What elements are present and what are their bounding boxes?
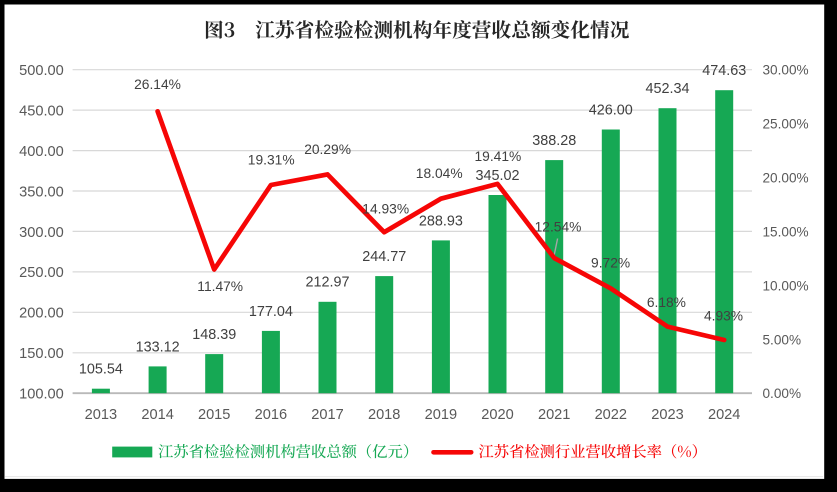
svg-text:0.00%: 0.00% xyxy=(763,386,802,401)
svg-text:426.00: 426.00 xyxy=(589,102,633,118)
svg-text:26.14%: 26.14% xyxy=(134,77,181,92)
svg-text:14.93%: 14.93% xyxy=(362,201,409,216)
svg-text:474.63: 474.63 xyxy=(702,63,746,79)
svg-text:2015: 2015 xyxy=(198,407,230,423)
svg-text:105.54: 105.54 xyxy=(79,362,123,378)
svg-text:18.04%: 18.04% xyxy=(416,166,463,181)
svg-text:500.00: 500.00 xyxy=(19,63,64,79)
svg-text:15.00%: 15.00% xyxy=(763,225,809,240)
svg-text:2013: 2013 xyxy=(85,407,117,423)
svg-text:148.39: 148.39 xyxy=(192,327,236,343)
svg-text:450.00: 450.00 xyxy=(19,103,64,119)
svg-text:2023: 2023 xyxy=(651,407,683,423)
svg-text:19.41%: 19.41% xyxy=(475,149,522,164)
svg-text:452.34: 452.34 xyxy=(645,81,689,97)
svg-text:2022: 2022 xyxy=(595,407,627,423)
svg-text:350.00: 350.00 xyxy=(19,184,64,200)
svg-text:250.00: 250.00 xyxy=(19,265,64,281)
svg-text:2019: 2019 xyxy=(425,407,457,423)
svg-text:20.29%: 20.29% xyxy=(304,142,351,157)
svg-text:25.00%: 25.00% xyxy=(763,117,809,132)
svg-text:10.00%: 10.00% xyxy=(763,278,809,293)
svg-text:345.02: 345.02 xyxy=(475,168,519,184)
svg-text:2020: 2020 xyxy=(481,407,513,423)
svg-text:20.00%: 20.00% xyxy=(763,171,809,186)
svg-text:100.00: 100.00 xyxy=(19,387,64,403)
svg-text:19.31%: 19.31% xyxy=(248,153,295,168)
svg-text:11.47%: 11.47% xyxy=(197,279,243,294)
svg-text:300.00: 300.00 xyxy=(19,225,64,241)
svg-text:388.28: 388.28 xyxy=(532,133,576,149)
svg-text:4.93%: 4.93% xyxy=(704,309,743,324)
svg-text:2014: 2014 xyxy=(141,407,173,423)
svg-text:244.77: 244.77 xyxy=(362,249,406,265)
svg-text:2016: 2016 xyxy=(255,407,287,423)
svg-text:177.04: 177.04 xyxy=(249,304,293,320)
svg-text:133.12: 133.12 xyxy=(136,339,180,355)
svg-text:2017: 2017 xyxy=(311,407,343,423)
svg-text:150.00: 150.00 xyxy=(19,346,64,362)
svg-text:212.97: 212.97 xyxy=(305,275,349,291)
svg-text:400.00: 400.00 xyxy=(19,144,64,160)
svg-text:2021: 2021 xyxy=(538,407,570,423)
svg-text:2024: 2024 xyxy=(708,407,740,423)
svg-text:5.00%: 5.00% xyxy=(763,332,802,347)
svg-text:288.93: 288.93 xyxy=(419,213,463,229)
svg-text:12.54%: 12.54% xyxy=(535,220,582,235)
svg-text:6.18%: 6.18% xyxy=(647,295,686,310)
svg-text:2018: 2018 xyxy=(368,407,400,423)
svg-text:200.00: 200.00 xyxy=(19,306,64,322)
svg-text:9.72%: 9.72% xyxy=(591,256,630,271)
svg-text:30.00%: 30.00% xyxy=(763,63,809,78)
